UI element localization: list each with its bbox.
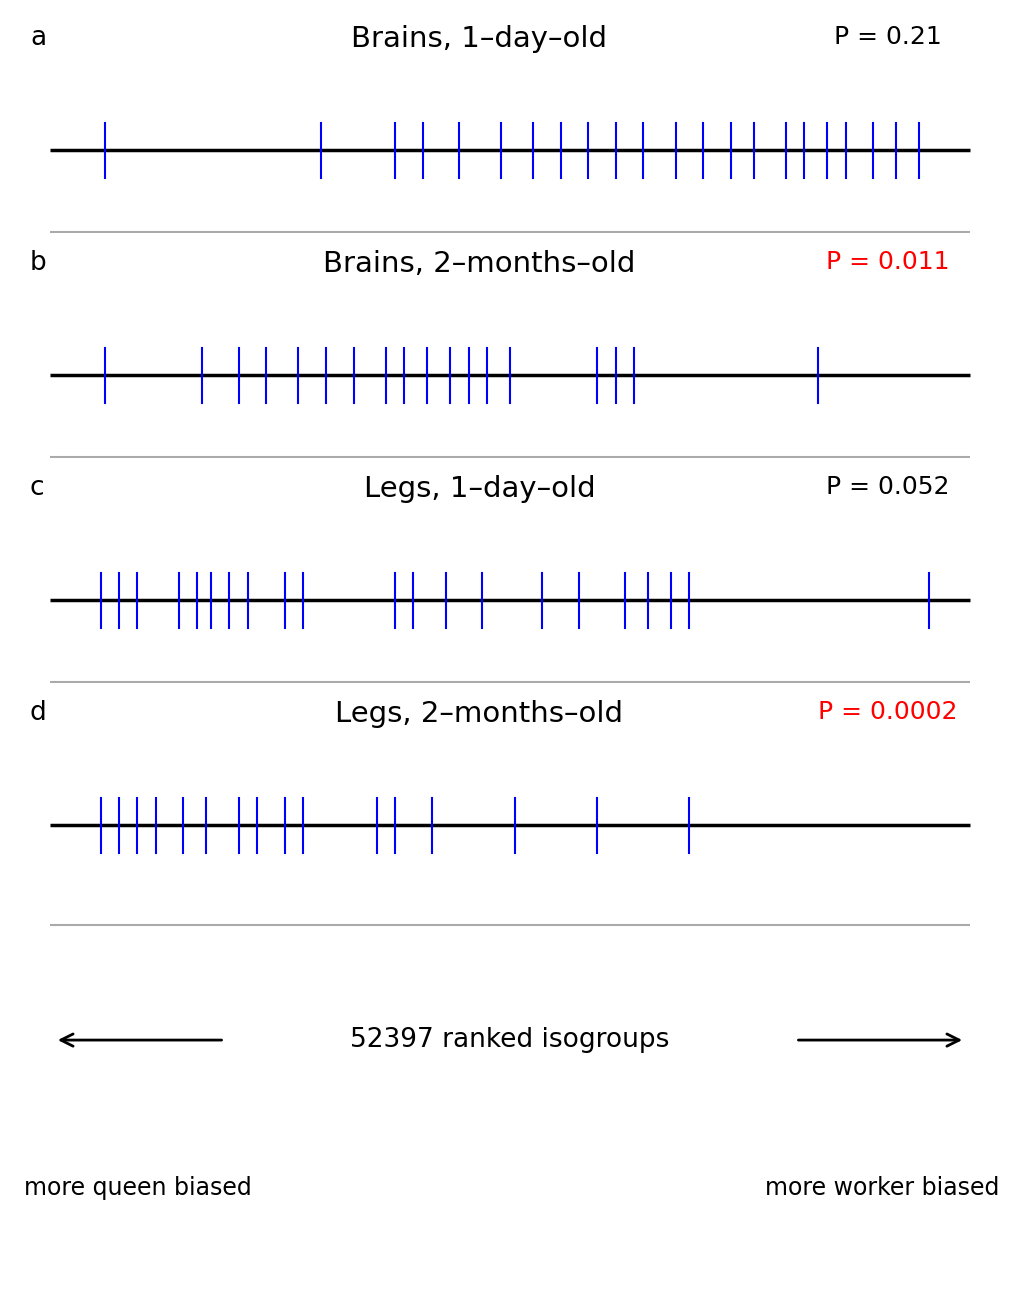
Text: d: d: [30, 700, 47, 726]
Text: more queen biased: more queen biased: [23, 1176, 252, 1200]
Text: Legs, 2–months–old: Legs, 2–months–old: [335, 700, 623, 729]
Text: a: a: [30, 25, 46, 50]
Text: P = 0.011: P = 0.011: [824, 250, 949, 274]
Text: c: c: [30, 475, 45, 501]
Text: P = 0.21: P = 0.21: [833, 25, 941, 49]
Text: Brains, 1–day–old: Brains, 1–day–old: [352, 25, 606, 53]
Text: P = 0.052: P = 0.052: [824, 475, 949, 499]
Text: b: b: [30, 250, 47, 276]
Text: more worker biased: more worker biased: [764, 1176, 999, 1200]
Text: P = 0.0002: P = 0.0002: [817, 700, 956, 725]
Text: 52397 ranked isogroups: 52397 ranked isogroups: [350, 1027, 669, 1053]
Text: Legs, 1–day–old: Legs, 1–day–old: [363, 475, 595, 503]
Text: Brains, 2–months–old: Brains, 2–months–old: [323, 250, 635, 278]
